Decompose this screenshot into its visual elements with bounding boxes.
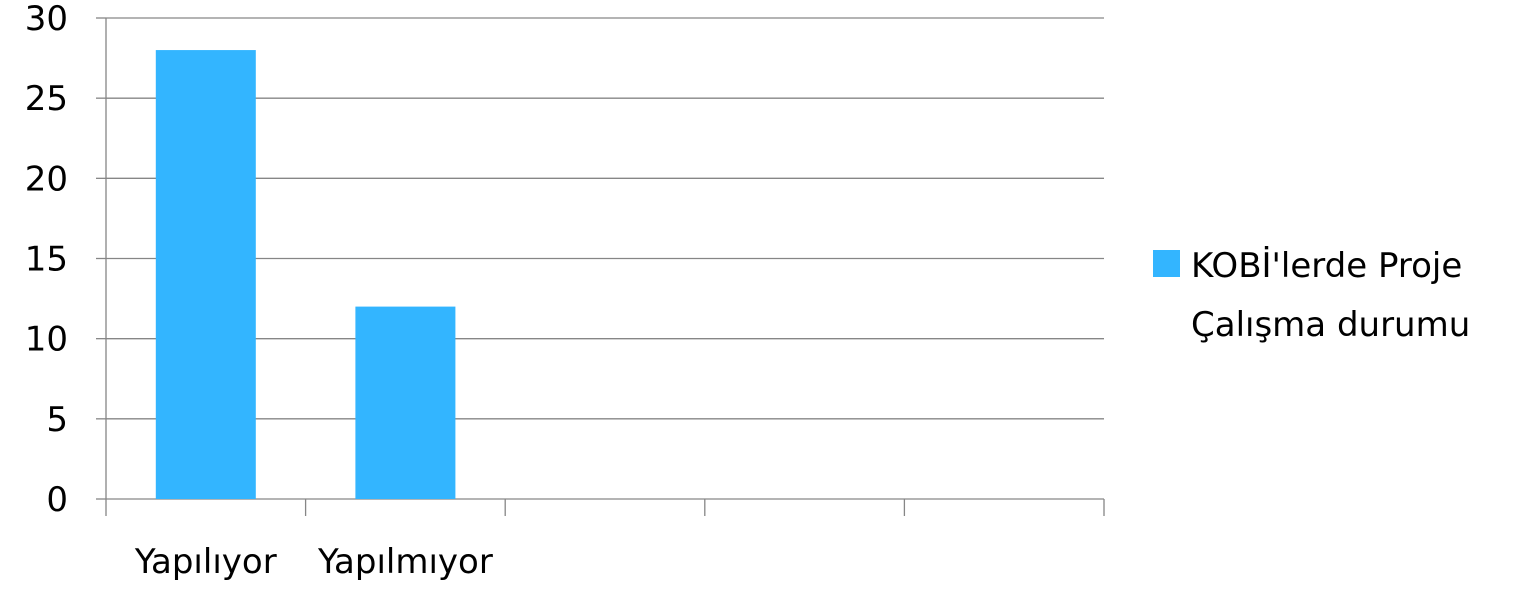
bar-Yapılıyor [155,50,256,500]
x-tick-label: Yapılıyor [134,542,277,582]
gridlines [106,17,1104,420]
y-tick-label: 30 [25,0,68,39]
axes [96,17,1105,516]
x-tick-label: Yapılmıyor [317,542,493,582]
y-tick-label: 20 [25,159,68,199]
x-tick-labels: Yapılıyor Yapılmıyor [134,542,493,582]
y-tick-labels: 0 5 10 15 20 25 30 [25,0,68,520]
y-tick-label: 10 [25,320,68,360]
legend-label: Çalışma durumu [1191,305,1470,345]
y-tick-label: 0 [46,480,68,520]
legend-label: KOBİ'lerde Proje [1191,246,1462,286]
bars [155,50,456,500]
y-tick-label: 25 [25,79,68,119]
y-tick-label: 5 [46,400,68,440]
bar-Yapılmıyor [355,306,456,499]
legend: KOBİ'lerde Proje Çalışma durumu [1153,246,1470,345]
y-tick-label: 15 [25,240,68,280]
legend-swatch [1153,250,1180,277]
